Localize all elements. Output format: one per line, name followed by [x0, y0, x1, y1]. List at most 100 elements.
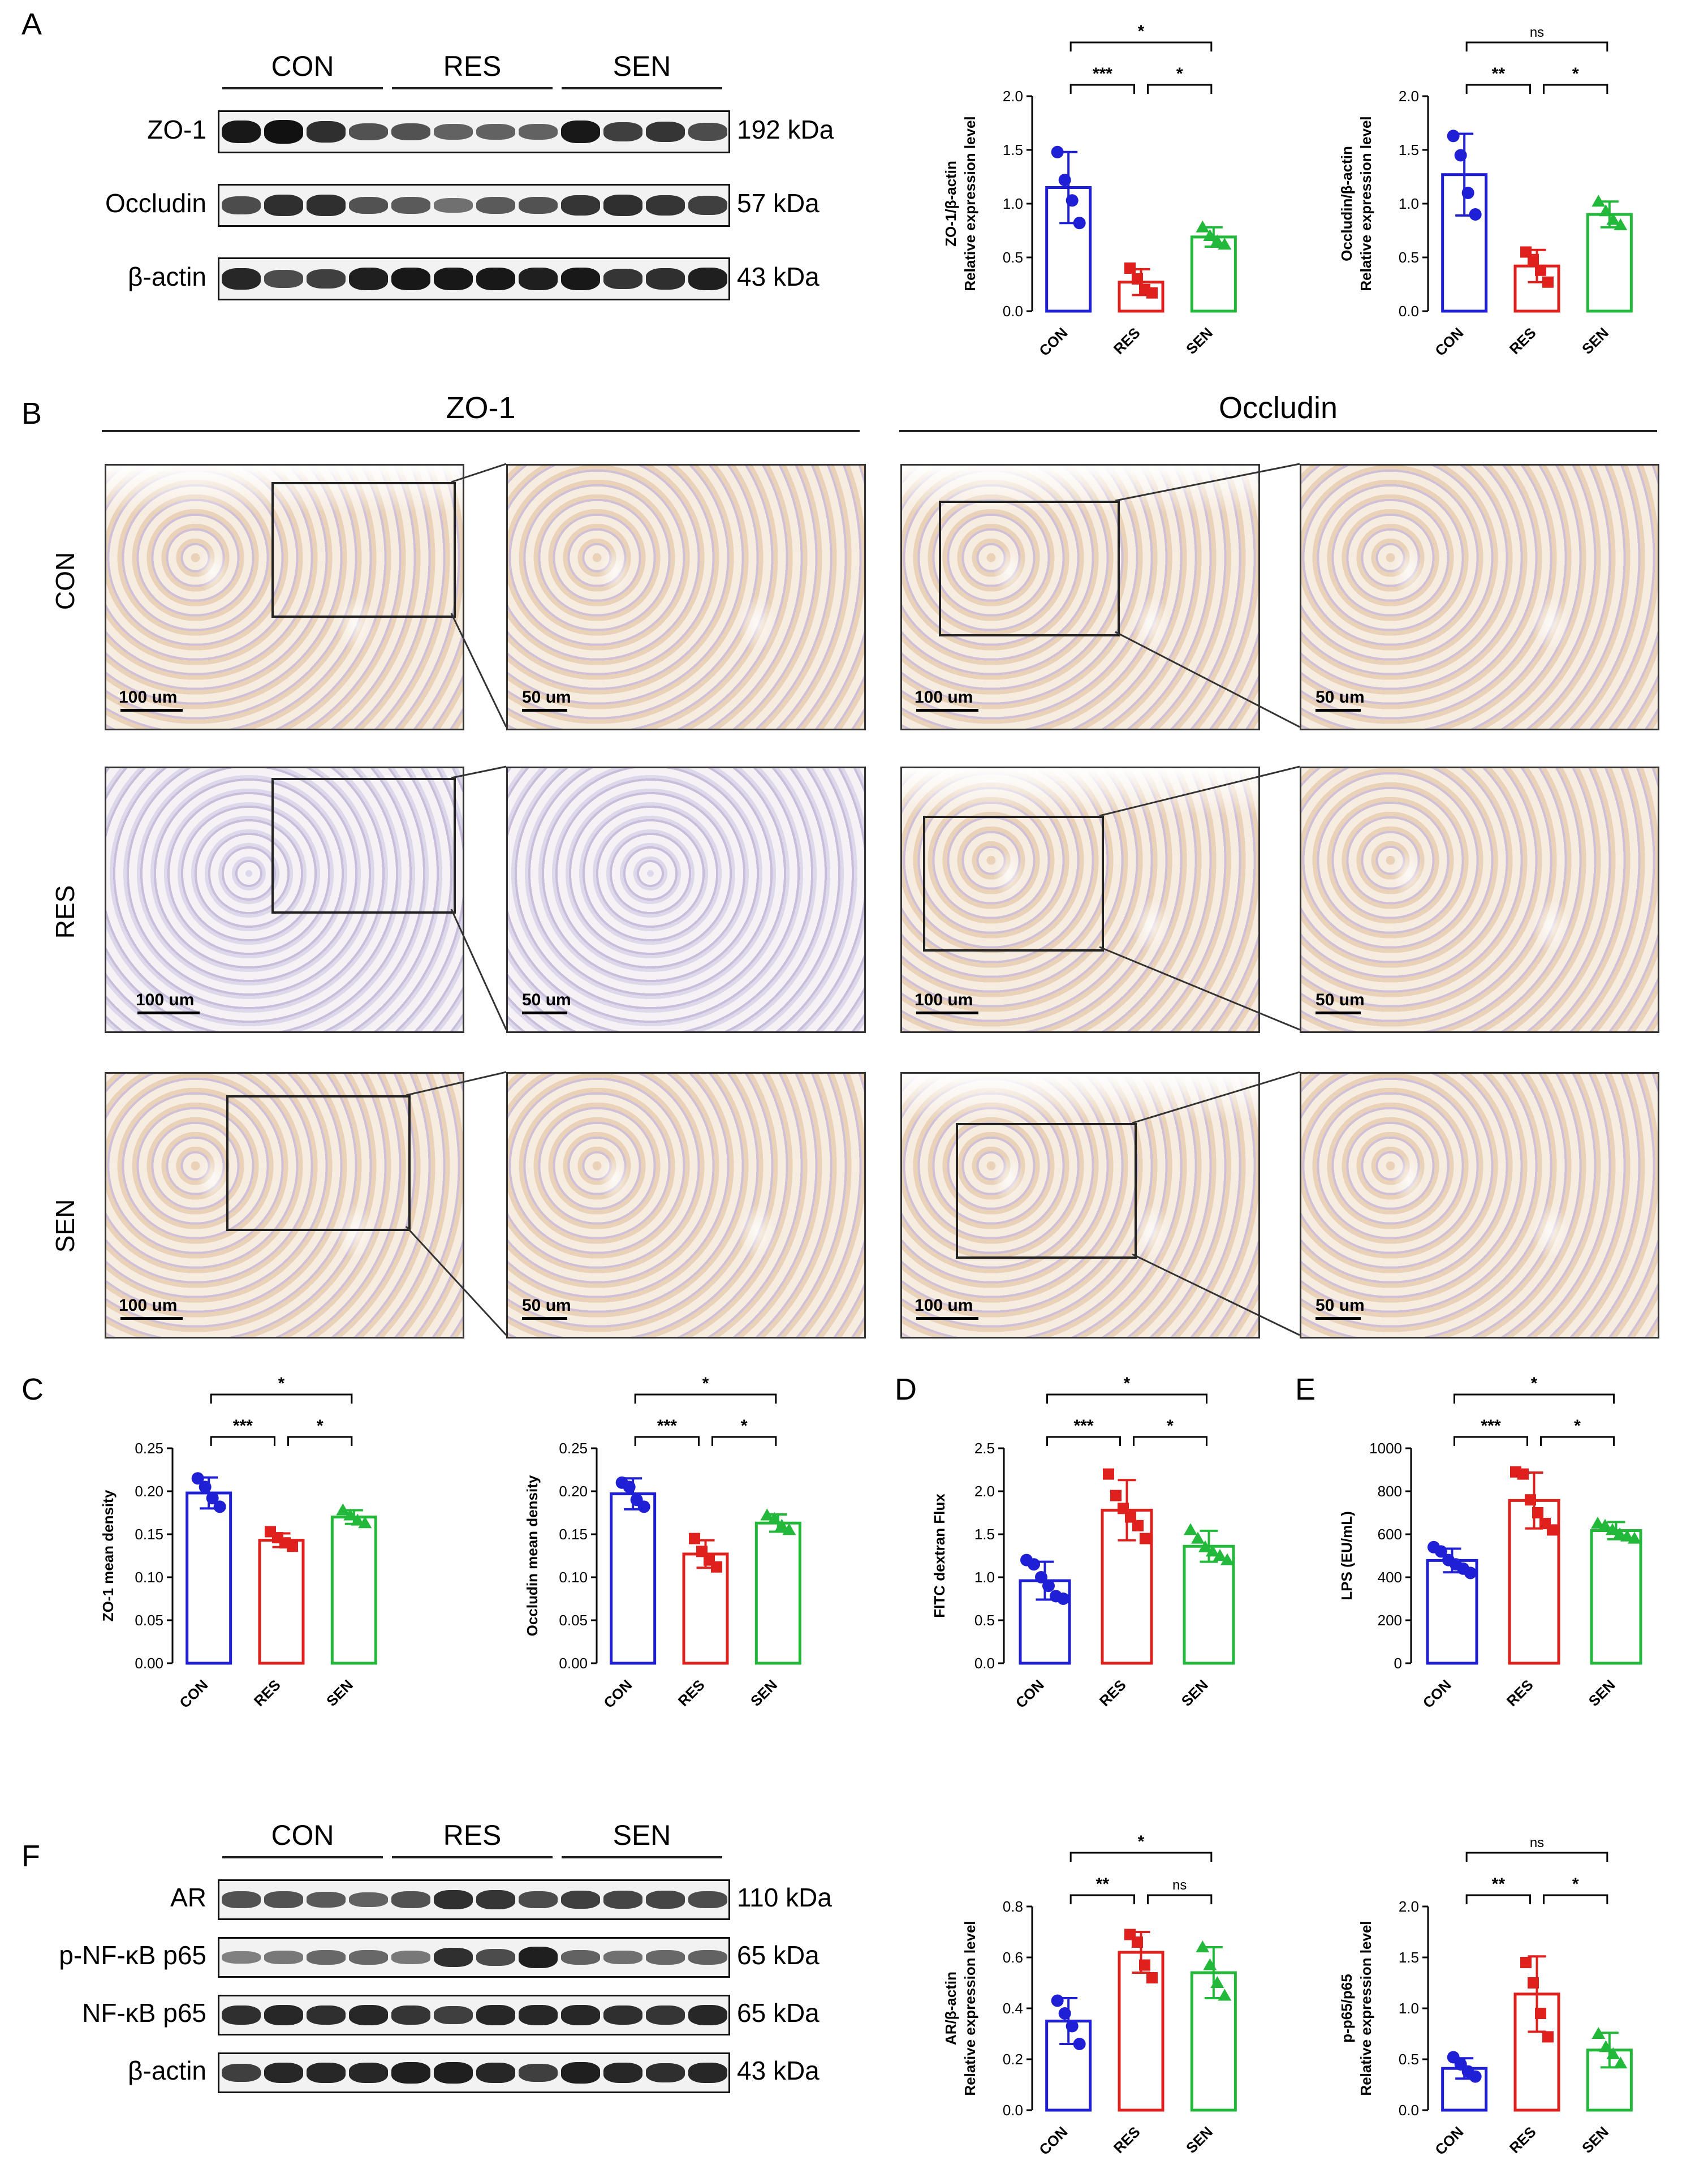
y-tick-label: 1.5: [1003, 141, 1023, 158]
x-tick-label: SEN: [747, 1676, 780, 1710]
y-tick-label: 0.0: [1399, 303, 1419, 320]
scale-bar-label: 50 um: [1315, 1296, 1365, 1315]
data-point: [1058, 174, 1071, 187]
data-point: [1028, 1558, 1040, 1571]
data-point: [1464, 1566, 1477, 1580]
x-tick-label: CON: [1012, 1676, 1047, 1711]
data-point: [1599, 204, 1613, 217]
blot-band: [646, 268, 685, 290]
y-tick-label: 2.0: [1399, 88, 1419, 105]
x-tick-label: SEN: [1183, 324, 1216, 358]
y-axis-label: Relative expression level: [1357, 1921, 1374, 2095]
blot-band: [434, 2062, 473, 2084]
x-tick-label: CON: [1431, 2123, 1467, 2158]
data-point: [199, 1481, 212, 1494]
y-axis-label: ZO-1/β-actin: [942, 161, 959, 247]
blot-band: [222, 196, 261, 215]
ihc-sen-zo1-high: 50 um: [506, 1072, 866, 1339]
bar-res: [258, 1539, 305, 1665]
data-point: [343, 1508, 357, 1521]
blot-row-label: ZO-1: [147, 115, 206, 144]
blot-kda-label: 57 kDa: [737, 188, 820, 218]
blot-strip: [218, 1879, 730, 1920]
x-tick-label: RES: [675, 1676, 708, 1710]
blot-band: [688, 1949, 727, 1965]
blot-row-label: β-actin: [128, 2056, 206, 2085]
significance-label: *: [1176, 64, 1183, 83]
data-point: [1461, 187, 1474, 199]
data-point: [1591, 195, 1606, 207]
ihc-con-occ-low: 100 um: [900, 464, 1260, 730]
data-point: [711, 1561, 722, 1573]
data-point: [358, 1516, 372, 1529]
blot-band: [519, 2004, 558, 2026]
significance-bracket: [1133, 1436, 1207, 1446]
blot-band: [222, 2063, 261, 2082]
data-point: [1042, 1580, 1055, 1593]
y-tick-label: 0.0: [974, 1655, 995, 1672]
blot-kda-label: 192 kDa: [737, 115, 834, 144]
scale-bar-label: 50 um: [522, 1296, 571, 1315]
scale-bar: [522, 709, 567, 712]
x-tick-label: RES: [1506, 324, 1539, 358]
ihc-inset-box: [956, 1123, 1137, 1259]
ihc-sen-occ-high: 50 um: [1300, 1072, 1659, 1339]
y-tick-label: 0.4: [1003, 2000, 1023, 2017]
ihc-title-zo1-underline: [102, 430, 860, 432]
data-point: [1198, 1540, 1212, 1552]
blot-kda-label: 65 kDa: [737, 1998, 820, 2028]
blot-band: [688, 195, 727, 216]
data-point: [1435, 1545, 1447, 1558]
y-tick-label: 0.0: [1003, 2102, 1023, 2119]
y-tick-label: 0.20: [559, 1483, 588, 1500]
y-tick-label: 1.0: [1399, 2000, 1419, 2017]
data-point: [1454, 149, 1467, 162]
y-axis-label: LPS (EU/mL): [1338, 1511, 1355, 1600]
y-axis-label: Relative expression level: [1357, 116, 1374, 291]
scale-bar: [916, 1317, 978, 1320]
y-tick-label: 0.5: [1399, 2051, 1419, 2068]
blot-band: [476, 123, 515, 140]
significance-bracket: [1453, 1436, 1528, 1446]
data-point: [1517, 1468, 1529, 1480]
blot-strip: [218, 1937, 730, 1978]
x-tick-label: CON: [1420, 1676, 1455, 1711]
panel-letter-f: F: [21, 1839, 40, 1873]
data-point: [1191, 1531, 1205, 1544]
y-axis-label: ZO-1 mean density: [100, 1490, 117, 1621]
data-point: [1469, 2070, 1482, 2083]
bar-sen: [330, 1516, 377, 1665]
data-point: [1073, 217, 1086, 230]
scale-bar: [1315, 709, 1361, 712]
y-tick-label: 2.5: [974, 1440, 995, 1457]
blot-band: [519, 196, 558, 214]
blot-band: [264, 195, 303, 216]
blot-kda-label: 43 kDa: [737, 262, 820, 291]
x-tick-label: SEN: [323, 1676, 356, 1710]
significance-bracket: [210, 1393, 353, 1404]
data-point: [1598, 1518, 1612, 1531]
data-point: [1066, 194, 1079, 207]
chart-p65: 0.0 0.5 1.0 1.5 2.0 p-p65/p65 Relative express…: [1338, 1835, 1633, 2158]
significance-label: *: [741, 1417, 748, 1435]
data-point: [1051, 145, 1064, 158]
data-point: [760, 1508, 774, 1521]
y-tick-label: 0.5: [1003, 249, 1023, 266]
group-line: [392, 87, 553, 89]
blot-band: [476, 2004, 515, 2026]
chart-zo1_ihc: 0.00 0.05 0.10 0.15 0.20 0.25 ZO-1 mean densit…: [100, 1374, 377, 1711]
data-point: [336, 1503, 350, 1516]
data-point: [1103, 1468, 1114, 1480]
blot-band: [603, 2062, 642, 2084]
data-point: [1146, 287, 1158, 299]
chart-fitc: 0.0 0.5 1.0 1.5 2.0 2.5 FITC dextran Flux CON RE…: [931, 1374, 1235, 1711]
data-point: [775, 1518, 789, 1531]
data-point: [1125, 1511, 1136, 1523]
blot-band: [603, 122, 642, 142]
data-point: [1140, 1533, 1151, 1544]
significance-bracket: [634, 1393, 777, 1404]
panel-letter-e: E: [1295, 1372, 1316, 1406]
blot-strip: [218, 2052, 730, 2093]
data-point: [1606, 213, 1620, 225]
